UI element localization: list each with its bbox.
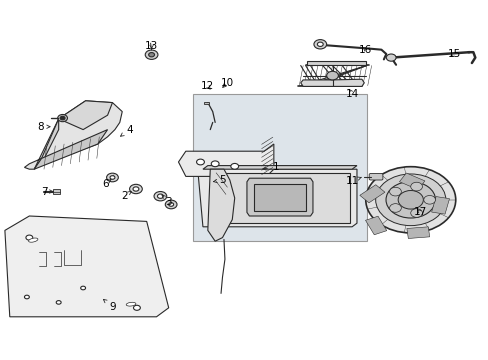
Circle shape [389, 204, 401, 212]
Circle shape [326, 71, 338, 80]
Circle shape [375, 174, 445, 226]
Circle shape [365, 167, 455, 233]
Text: 2: 2 [121, 191, 131, 201]
Polygon shape [24, 101, 122, 169]
Text: 10: 10 [221, 78, 233, 88]
Text: 1: 1 [263, 162, 279, 172]
Polygon shape [5, 216, 168, 317]
Circle shape [389, 187, 401, 196]
Circle shape [148, 53, 154, 57]
Polygon shape [34, 119, 59, 169]
Circle shape [145, 50, 158, 59]
Text: 17: 17 [413, 207, 427, 217]
Circle shape [58, 114, 67, 122]
Text: 11: 11 [345, 176, 361, 186]
Text: 14: 14 [345, 89, 358, 99]
Ellipse shape [126, 302, 136, 306]
Circle shape [168, 203, 173, 206]
Text: 4: 4 [121, 125, 133, 136]
Circle shape [211, 161, 219, 167]
Polygon shape [203, 166, 356, 169]
Circle shape [157, 194, 163, 198]
Circle shape [106, 173, 118, 182]
Bar [431, 197, 448, 214]
Polygon shape [254, 184, 305, 211]
Polygon shape [210, 173, 349, 223]
Circle shape [397, 190, 423, 209]
Circle shape [133, 187, 139, 191]
Circle shape [423, 195, 435, 204]
Circle shape [410, 182, 422, 191]
Circle shape [133, 305, 140, 310]
Text: 15: 15 [447, 49, 461, 59]
Text: 6: 6 [102, 179, 111, 189]
Circle shape [110, 176, 115, 179]
Circle shape [60, 116, 65, 120]
Circle shape [386, 54, 395, 61]
Polygon shape [246, 178, 312, 216]
Circle shape [154, 192, 166, 201]
Polygon shape [59, 101, 112, 130]
Polygon shape [306, 61, 365, 65]
Bar [399, 173, 424, 190]
Text: 12: 12 [201, 81, 214, 91]
Text: 3: 3 [162, 195, 172, 207]
Polygon shape [198, 169, 356, 227]
Text: 16: 16 [358, 45, 372, 55]
Bar [53, 189, 60, 194]
Circle shape [56, 301, 61, 304]
Text: 8: 8 [37, 122, 50, 132]
Circle shape [196, 159, 204, 165]
FancyBboxPatch shape [368, 174, 382, 180]
Text: 13: 13 [144, 41, 158, 51]
Polygon shape [207, 169, 234, 241]
Bar [406, 227, 429, 238]
Text: 5: 5 [213, 175, 225, 185]
Text: 7: 7 [41, 186, 53, 197]
Circle shape [410, 209, 422, 217]
Circle shape [165, 200, 177, 209]
Text: 9: 9 [103, 300, 116, 312]
Polygon shape [300, 79, 364, 86]
Circle shape [129, 184, 142, 194]
Ellipse shape [28, 238, 38, 242]
Circle shape [26, 235, 33, 240]
Circle shape [230, 163, 238, 169]
Polygon shape [34, 130, 107, 169]
Circle shape [317, 42, 323, 46]
Circle shape [24, 295, 29, 299]
Bar [359, 185, 384, 203]
Circle shape [81, 286, 85, 290]
Circle shape [313, 40, 326, 49]
Bar [193, 94, 366, 241]
Polygon shape [178, 144, 273, 176]
Circle shape [385, 181, 435, 218]
Bar [204, 102, 209, 104]
Bar [365, 216, 386, 235]
